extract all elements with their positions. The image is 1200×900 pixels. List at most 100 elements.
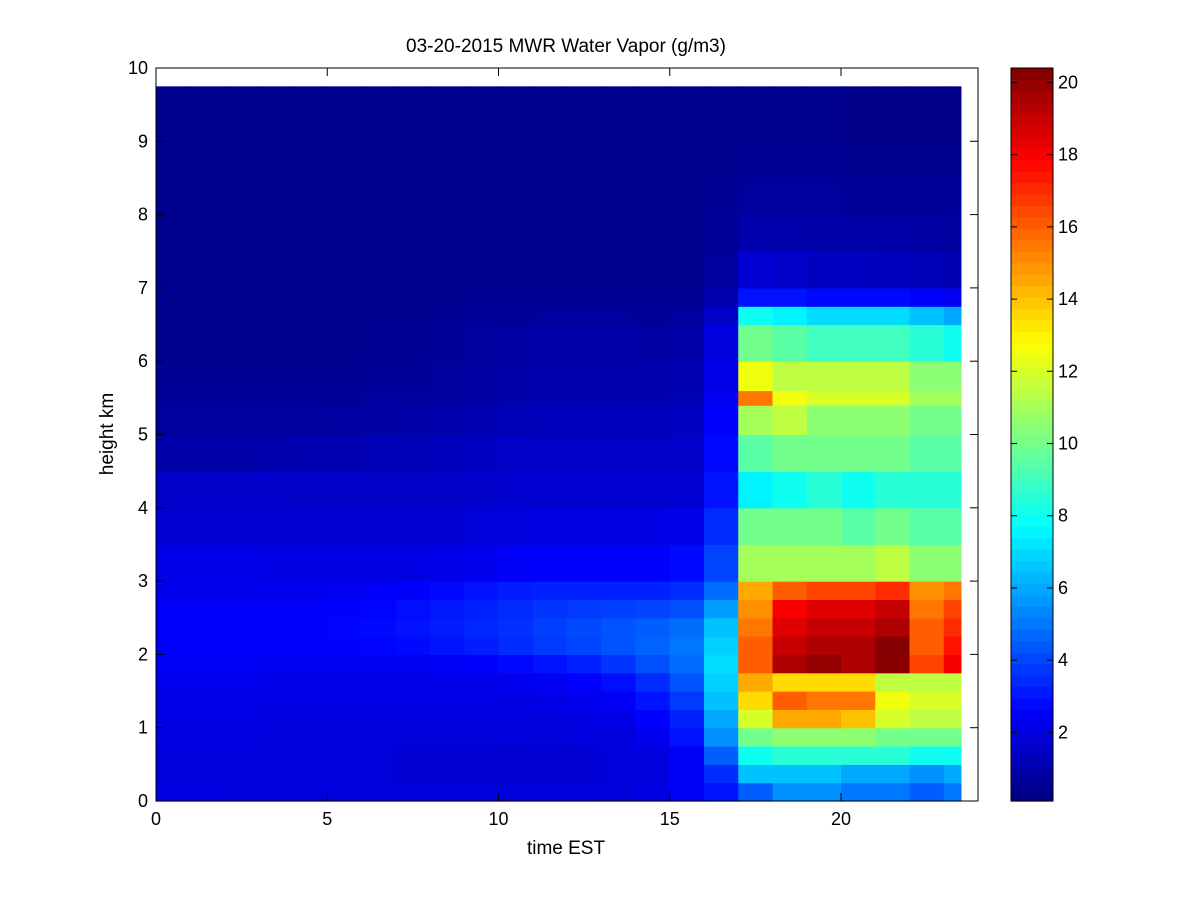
heatmap-cell bbox=[327, 141, 363, 179]
heatmap-cell bbox=[293, 287, 328, 307]
heatmap-cell bbox=[567, 471, 602, 509]
colorbar-segment bbox=[1011, 68, 1053, 81]
y-tick-label: 1 bbox=[138, 718, 148, 738]
colorbar-segment bbox=[1011, 789, 1053, 802]
colorbar-segment bbox=[1011, 205, 1053, 218]
colorbar-segment bbox=[1011, 285, 1053, 298]
colorbar-segment bbox=[1011, 663, 1053, 676]
heatmap-cell bbox=[704, 251, 739, 289]
heatmap-cell bbox=[875, 581, 911, 601]
heatmap-cell bbox=[532, 746, 568, 765]
colorbar-segment bbox=[1011, 594, 1053, 607]
heatmap-cell bbox=[190, 306, 226, 326]
heatmap-cell bbox=[293, 324, 328, 362]
heatmap-cell bbox=[498, 306, 534, 326]
heatmap-cell bbox=[704, 214, 739, 252]
heatmap-cell bbox=[841, 361, 876, 392]
heatmap-cell bbox=[430, 86, 465, 142]
heatmap-cell bbox=[258, 617, 294, 637]
heatmap-cell bbox=[943, 471, 962, 509]
heatmap-cell bbox=[498, 141, 534, 179]
heatmap-cell bbox=[909, 471, 945, 509]
heatmap-cell bbox=[498, 764, 534, 784]
heatmap-cell bbox=[498, 434, 534, 472]
heatmap-cell bbox=[635, 636, 671, 655]
heatmap-cell bbox=[841, 251, 876, 289]
heatmap-cell bbox=[841, 727, 876, 747]
heatmap-cell bbox=[943, 361, 962, 392]
heatmap-cell bbox=[190, 214, 226, 252]
heatmap-cell bbox=[875, 507, 911, 546]
heatmap-cell bbox=[190, 507, 226, 546]
heatmap-cell bbox=[943, 434, 962, 472]
y-tick-label: 8 bbox=[138, 205, 148, 225]
heatmap-cell bbox=[327, 405, 363, 436]
heatmap-cell bbox=[909, 636, 945, 655]
heatmap-cell bbox=[601, 434, 637, 472]
heatmap-cell bbox=[635, 306, 671, 326]
colorbar-tick-label: 16 bbox=[1058, 217, 1078, 237]
heatmap-cell bbox=[190, 654, 226, 674]
heatmap-cell bbox=[943, 287, 962, 307]
heatmap-cell bbox=[567, 141, 602, 179]
heatmap-cell bbox=[806, 324, 842, 362]
x-tick-label: 15 bbox=[660, 809, 680, 829]
heatmap-cell bbox=[361, 636, 397, 655]
heatmap-cell bbox=[464, 507, 500, 546]
colorbar-tick-label: 14 bbox=[1058, 289, 1078, 309]
heatmap-cell bbox=[943, 636, 962, 655]
heatmap-cell bbox=[430, 324, 465, 362]
heatmap-cell bbox=[293, 177, 328, 216]
y-tick-label: 3 bbox=[138, 571, 148, 591]
heatmap-cell bbox=[156, 617, 191, 637]
heatmap-cell bbox=[738, 636, 774, 655]
colorbar-segment bbox=[1011, 480, 1053, 493]
heatmap-cell bbox=[635, 471, 671, 509]
heatmap-cell bbox=[361, 214, 397, 252]
heatmap-cell bbox=[395, 251, 431, 289]
heatmap-cell bbox=[327, 691, 363, 710]
heatmap-cell bbox=[601, 405, 637, 436]
heatmap-cell bbox=[395, 654, 431, 674]
heatmap-cell bbox=[704, 746, 739, 765]
heatmap-cell bbox=[395, 599, 431, 619]
heatmap-cell bbox=[430, 390, 465, 406]
heatmap-cell bbox=[875, 287, 911, 307]
heatmap-cell bbox=[601, 251, 637, 289]
heatmap-cell bbox=[669, 636, 705, 655]
colorbar-segment bbox=[1011, 262, 1053, 275]
heatmap-cell bbox=[395, 544, 431, 582]
heatmap-cell bbox=[635, 507, 671, 546]
heatmap-cell bbox=[464, 654, 500, 674]
heatmap-cell bbox=[601, 507, 637, 546]
heatmap-cell bbox=[464, 782, 500, 802]
colorbar-segment bbox=[1011, 377, 1053, 390]
heatmap-cell bbox=[567, 86, 602, 142]
heatmap-cell bbox=[841, 691, 876, 710]
heatmap-cell bbox=[841, 324, 876, 362]
heatmap-cell bbox=[909, 361, 945, 392]
heatmap-cell bbox=[293, 405, 328, 436]
heatmap-cell bbox=[601, 177, 637, 216]
heatmap-cell bbox=[806, 306, 842, 326]
heatmap-cell bbox=[704, 599, 739, 619]
heatmap-cell bbox=[293, 471, 328, 509]
heatmap-cell bbox=[669, 599, 705, 619]
heatmap-cell bbox=[327, 86, 363, 142]
heatmap-cell bbox=[498, 251, 534, 289]
heatmap-cell bbox=[875, 141, 911, 179]
heatmap-cell bbox=[567, 691, 602, 710]
heatmap-cell bbox=[532, 405, 568, 436]
heatmap-cell bbox=[875, 636, 911, 655]
colorbar-segment bbox=[1011, 583, 1053, 596]
heatmap-cell bbox=[395, 214, 431, 252]
heatmap-cell bbox=[258, 636, 294, 655]
colorbar-segment bbox=[1011, 171, 1053, 184]
heatmap-cell bbox=[224, 691, 260, 710]
heatmap-cell bbox=[361, 405, 397, 436]
heatmap-cell bbox=[464, 709, 500, 729]
heatmap-cell bbox=[190, 709, 226, 729]
heatmap-cell bbox=[772, 782, 808, 802]
heatmap-cell bbox=[704, 581, 739, 601]
heatmap-cell bbox=[806, 287, 842, 307]
